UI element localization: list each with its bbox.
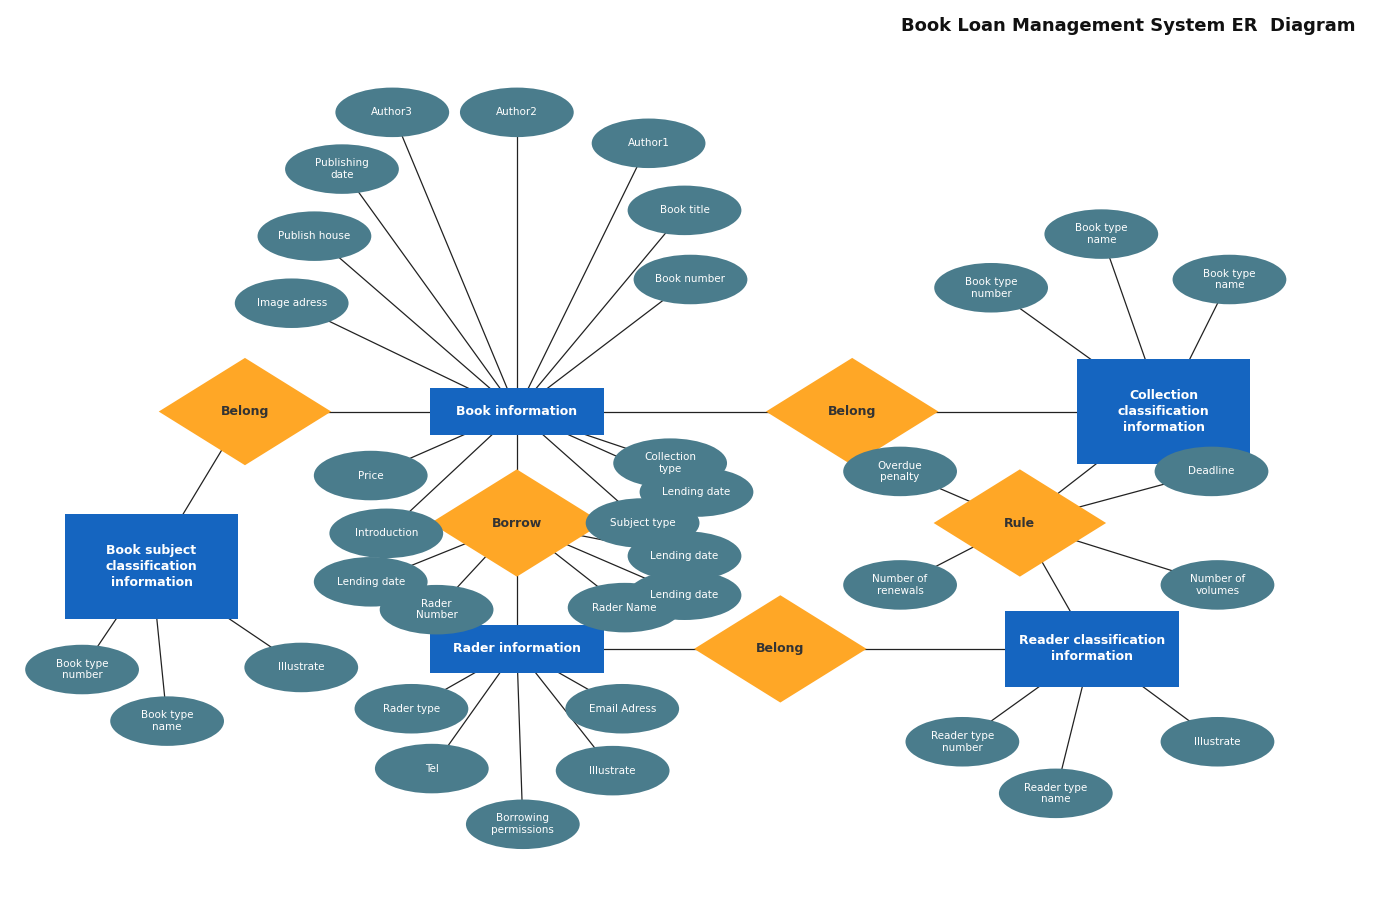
Ellipse shape	[235, 278, 348, 328]
Ellipse shape	[639, 467, 754, 517]
Text: Book information: Book information	[456, 405, 577, 418]
Text: Borrowing
permissions: Borrowing permissions	[492, 813, 554, 835]
Ellipse shape	[336, 88, 449, 137]
Ellipse shape	[627, 531, 742, 581]
Text: Book type
name: Book type name	[1074, 224, 1127, 245]
Text: Belong: Belong	[221, 405, 269, 418]
Text: Borrow: Borrow	[492, 517, 541, 529]
Ellipse shape	[1044, 210, 1159, 259]
Text: Collection
type: Collection type	[644, 453, 696, 474]
Text: Publish house: Publish house	[279, 231, 351, 241]
Polygon shape	[934, 469, 1106, 577]
Text: Illustrate: Illustrate	[590, 766, 635, 776]
Text: Rader
Number: Rader Number	[416, 599, 457, 620]
Text: Book subject
classification
information: Book subject classification information	[106, 544, 197, 589]
Ellipse shape	[555, 746, 670, 795]
Text: Book Loan Management System ER  Diagram: Book Loan Management System ER Diagram	[900, 17, 1355, 36]
Polygon shape	[695, 595, 866, 703]
Text: Lending date: Lending date	[650, 551, 718, 561]
Text: Publishing
date: Publishing date	[315, 158, 369, 180]
Text: Book type
name: Book type name	[1203, 268, 1255, 290]
Ellipse shape	[906, 717, 1019, 767]
Text: Lending date: Lending date	[650, 590, 718, 600]
Ellipse shape	[1160, 717, 1275, 767]
Ellipse shape	[844, 447, 957, 496]
Text: Collection
classification
information: Collection classification information	[1117, 389, 1210, 434]
Polygon shape	[159, 358, 331, 465]
Text: Introduction: Introduction	[355, 529, 418, 539]
Text: Number of
volumes: Number of volumes	[1190, 574, 1246, 595]
Ellipse shape	[934, 263, 1048, 312]
Ellipse shape	[244, 643, 358, 692]
Ellipse shape	[380, 585, 493, 635]
Ellipse shape	[374, 744, 489, 793]
Ellipse shape	[330, 508, 443, 558]
Text: Subject type: Subject type	[610, 518, 675, 528]
Polygon shape	[431, 469, 603, 577]
Text: Number of
renewals: Number of renewals	[873, 574, 928, 595]
FancyBboxPatch shape	[1077, 359, 1250, 464]
Text: Rader type: Rader type	[383, 703, 441, 714]
Text: Book type
number: Book type number	[965, 277, 1018, 299]
Ellipse shape	[313, 557, 428, 606]
Text: Reader type
name: Reader type name	[1025, 782, 1087, 804]
Ellipse shape	[25, 645, 139, 694]
Text: Illustrate: Illustrate	[278, 662, 325, 672]
Ellipse shape	[634, 255, 747, 304]
Text: Illustrate: Illustrate	[1195, 736, 1240, 747]
Ellipse shape	[1160, 561, 1275, 610]
Text: Overdue
penalty: Overdue penalty	[878, 461, 923, 482]
Text: Deadline: Deadline	[1188, 466, 1235, 476]
Ellipse shape	[568, 583, 681, 632]
Text: Image adress: Image adress	[257, 299, 327, 308]
Polygon shape	[766, 358, 939, 465]
Ellipse shape	[1172, 255, 1286, 304]
Ellipse shape	[627, 571, 742, 620]
Text: Lending date: Lending date	[663, 487, 731, 497]
Ellipse shape	[257, 212, 371, 261]
Ellipse shape	[460, 88, 573, 137]
Ellipse shape	[355, 684, 468, 734]
Text: Price: Price	[358, 471, 384, 481]
Ellipse shape	[313, 451, 428, 500]
Text: Rule: Rule	[1004, 517, 1036, 529]
FancyBboxPatch shape	[1005, 611, 1178, 687]
Ellipse shape	[110, 696, 224, 746]
Text: Reader type
number: Reader type number	[931, 731, 994, 753]
Text: Email Adress: Email Adress	[588, 703, 656, 714]
Text: Author3: Author3	[371, 107, 413, 117]
Text: Author2: Author2	[496, 107, 537, 117]
Text: Belong: Belong	[757, 642, 805, 655]
Text: Book number: Book number	[656, 275, 725, 285]
Text: Reader classification
information: Reader classification information	[1019, 635, 1164, 663]
FancyBboxPatch shape	[429, 387, 603, 435]
Ellipse shape	[998, 769, 1113, 818]
Ellipse shape	[613, 439, 726, 488]
Ellipse shape	[1155, 447, 1268, 496]
Ellipse shape	[465, 800, 580, 849]
Text: Belong: Belong	[829, 405, 877, 418]
Text: Book type
name: Book type name	[141, 710, 193, 732]
Ellipse shape	[565, 684, 679, 734]
Text: Rader information: Rader information	[453, 642, 581, 655]
Ellipse shape	[844, 561, 957, 610]
FancyBboxPatch shape	[65, 514, 239, 619]
Text: Tel: Tel	[425, 764, 439, 774]
Ellipse shape	[284, 145, 399, 194]
Text: Rader Name: Rader Name	[592, 603, 657, 613]
Ellipse shape	[586, 498, 700, 548]
Text: Book type
number: Book type number	[55, 659, 108, 681]
Ellipse shape	[627, 186, 742, 235]
Text: Author1: Author1	[627, 138, 670, 148]
Text: Book title: Book title	[660, 205, 710, 215]
Ellipse shape	[591, 118, 706, 168]
Text: Lending date: Lending date	[337, 577, 405, 587]
FancyBboxPatch shape	[429, 625, 603, 672]
